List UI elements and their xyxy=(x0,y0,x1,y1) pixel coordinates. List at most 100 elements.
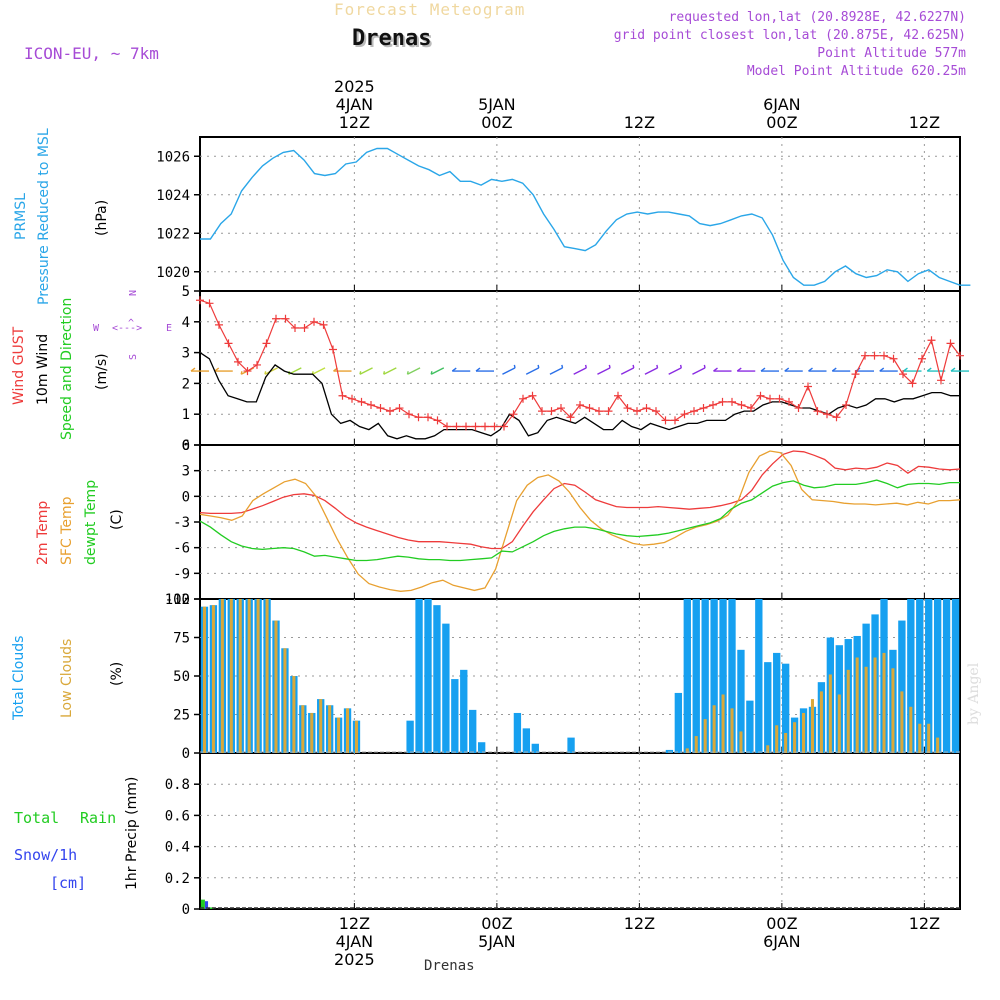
low-cloud-bar xyxy=(730,708,734,753)
wind-arrow-head xyxy=(406,371,409,375)
y-tick-label: 6 xyxy=(182,438,190,454)
low-cloud-bar xyxy=(319,699,323,753)
panel-frame xyxy=(199,136,961,292)
wind-gust-marker xyxy=(224,339,233,348)
total-cloud-bar xyxy=(942,599,951,753)
low-cloud-bar xyxy=(846,669,850,753)
wind-gust-marker xyxy=(386,407,394,416)
wind-gust-marker xyxy=(205,299,214,308)
wind-arrow xyxy=(264,367,278,375)
y-tick-label: 5 xyxy=(182,284,190,300)
low-cloud-bar xyxy=(337,717,341,753)
requested-location: requested lon,lat (20.8928E, 42.6227N) xyxy=(668,10,966,25)
total-cloud-bar xyxy=(415,599,423,753)
wind-gust-marker xyxy=(462,422,470,431)
wind-gust-marker xyxy=(291,323,299,332)
wind-arrow xyxy=(549,367,563,375)
wind-gust-marker xyxy=(946,339,955,348)
footer-station-name: Drenas xyxy=(424,958,475,974)
low-cloud-bar xyxy=(837,694,841,753)
wind-arrow-head xyxy=(879,367,885,372)
total-cloud-bar xyxy=(781,663,790,753)
wind-gust-marker xyxy=(566,413,575,422)
label-celsius: (C) xyxy=(109,509,125,530)
wind-gust-marker xyxy=(471,422,480,431)
wind-gust-marker xyxy=(766,394,774,403)
pressure-line xyxy=(200,147,971,286)
wind-arrow-head xyxy=(608,364,611,369)
wind-arrow-head xyxy=(190,367,196,372)
low-cloud-bar xyxy=(900,691,904,753)
wind-arrow-head xyxy=(537,364,540,369)
low-cloud-bar xyxy=(238,599,242,753)
wind-gust-marker xyxy=(509,410,518,419)
wind-gust-marker xyxy=(490,422,499,431)
low-cloud-bar xyxy=(685,748,689,753)
low-cloud-bar xyxy=(891,668,895,753)
label-ms: (m/s) xyxy=(94,353,110,390)
wind-arrow-head xyxy=(214,367,220,372)
y-tick-label: 0 xyxy=(182,902,190,918)
wind-arrow-head xyxy=(656,364,659,369)
wind-gust-marker xyxy=(272,314,280,323)
x-axis-top-label: 00Z xyxy=(766,113,797,132)
label-2m-temp: 2m Temp xyxy=(35,501,51,565)
total-cloud-bar xyxy=(916,599,924,753)
wind-gust-marker xyxy=(870,351,879,360)
point-altitude: Point Altitude 577m xyxy=(817,46,966,61)
total-cloud-bar xyxy=(755,599,763,753)
panel-frame xyxy=(199,290,961,446)
y-tick-label: -12 xyxy=(165,592,190,608)
wind-gust-marker xyxy=(908,379,917,388)
wind-arrow-head xyxy=(831,367,837,372)
wind-arrow-head xyxy=(383,371,386,375)
low-cloud-bar xyxy=(354,720,358,753)
wind-gust-marker xyxy=(680,410,689,419)
x-axis-bottom-label: 4JAN xyxy=(336,932,374,951)
low-cloud-bar xyxy=(310,712,314,753)
wind-gust-marker xyxy=(718,397,727,406)
total-cloud-bar xyxy=(719,599,727,753)
wind-arrow-head xyxy=(679,364,682,369)
low-cloud-bar xyxy=(882,652,886,753)
total-cloud-bar xyxy=(513,712,522,753)
y-tick-label: 0 xyxy=(182,746,190,762)
wind-gust-marker xyxy=(234,357,242,366)
wind-gust-marker xyxy=(585,404,594,413)
low-cloud-bar xyxy=(202,606,206,753)
wind-gust-marker xyxy=(671,416,679,425)
wind-arrow xyxy=(573,367,587,375)
total-cloud-bar xyxy=(674,692,683,753)
wind-gust-marker xyxy=(747,404,755,413)
y-tick-label: 1026 xyxy=(156,149,190,165)
x-axis-top-label: 6JAN xyxy=(763,95,801,114)
wind-arrow-head xyxy=(784,367,790,372)
wind-arrow xyxy=(644,367,658,375)
rain-bar xyxy=(200,899,205,909)
wind-arrow-head xyxy=(760,367,766,372)
low-cloud-bar xyxy=(694,736,698,753)
total-cloud-bar xyxy=(764,662,772,753)
total-cloud-bar xyxy=(522,728,531,753)
total-cloud-bar xyxy=(531,743,539,753)
total-cloud-bar xyxy=(469,709,477,753)
low-cloud-bar xyxy=(873,657,877,753)
chart-title: Forecast Meteogram xyxy=(334,0,526,19)
wind-gust-marker xyxy=(889,354,898,363)
label-10m-wind: 10m Wind xyxy=(35,334,51,405)
total-cloud-bar xyxy=(692,599,700,753)
wind-arrow xyxy=(597,367,611,375)
low-cloud-bar xyxy=(229,599,233,753)
label-pressure-msl: Pressure Reduced to MSL xyxy=(36,128,52,305)
wind-arrow-head xyxy=(430,371,433,375)
wind-gust-marker xyxy=(642,404,651,413)
total-cloud-bar xyxy=(728,599,736,753)
wind-arrow xyxy=(430,367,445,375)
compass-up-arrow: ^ xyxy=(128,318,134,329)
wind-gust-marker xyxy=(633,407,641,416)
wind-gust-marker xyxy=(367,400,375,409)
model-point-altitude: Model Point Altitude 620.25m xyxy=(746,64,966,79)
wind-arrow-head xyxy=(561,364,564,369)
grid-point-location: grid point closest lon,lat (20.875E, 42.… xyxy=(613,28,966,43)
compass-arrows: <---> xyxy=(112,323,142,334)
